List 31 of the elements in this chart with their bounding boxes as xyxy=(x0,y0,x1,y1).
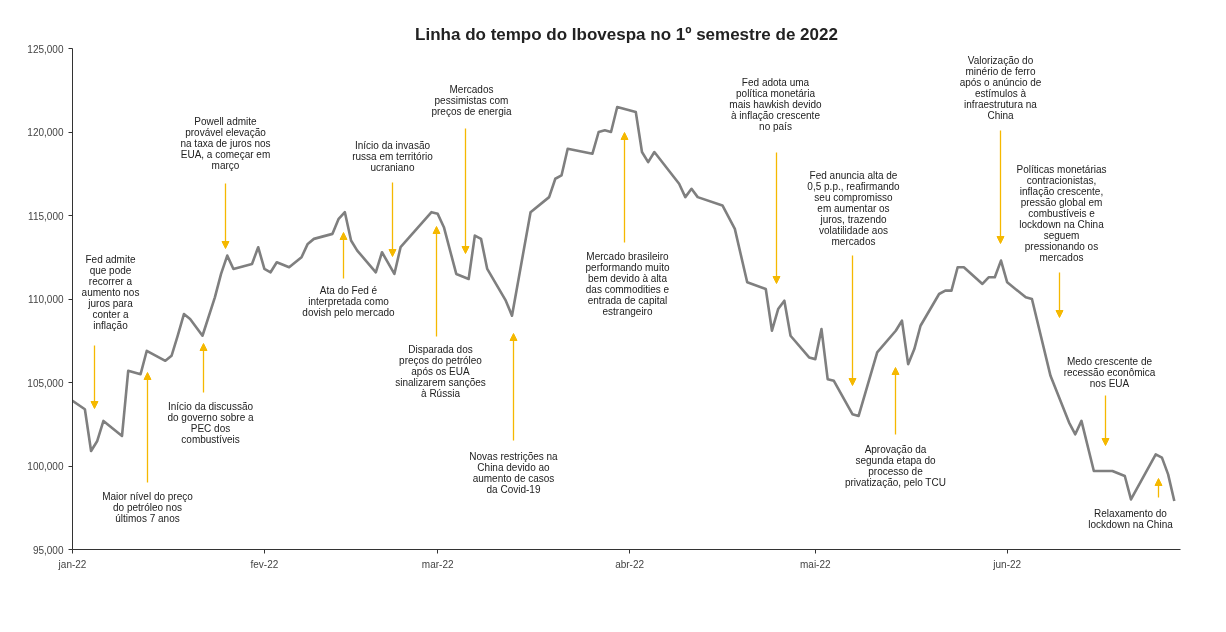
x-tick-label: jan-22 xyxy=(57,558,87,570)
annotation: Início da invasão russa em território ucraniano xyxy=(352,139,434,173)
text: Políticas monetárias contracionistas, inflação crescente, pressão global em combustíveis e lockdown na China seguem pressionando os mercados xyxy=(1016,163,1107,263)
y-tick-label: 105,000 xyxy=(27,377,64,389)
y-tick-label: 95,000 xyxy=(32,544,64,556)
annotation: Fed adota uma política monetária mais hawkish devido à inflação crescente no país xyxy=(729,76,823,132)
y-tick-label: 100,000 xyxy=(27,461,64,472)
annotation: Fed admite que pode recorrer a aumento nos juros para conter a inflação xyxy=(81,253,140,331)
y-tick-label: 110,000 xyxy=(28,294,64,305)
annotation: Mercado brasileiro performando muito bem devido à alta das commodities e entrada de capital estrangeiro xyxy=(585,250,670,317)
annotation: Disparada dos preços do petróleo após os EUA sinalizarem sanções à Rússia xyxy=(395,343,486,399)
annotation: Valorização do minério de ferro após o anúncio de estímulos à infraestrutura na China xyxy=(959,54,1042,121)
y-tick-label: 115,000 xyxy=(28,210,64,222)
annotation: Aprovação da segunda etapa do processo de privatização, pelo TCU xyxy=(844,443,946,488)
chart-title: Linha do tempo do Ibovespa no 1º semestre de 2022 xyxy=(415,24,838,44)
x-tick-label: mai-22 xyxy=(800,558,832,570)
y-tick-label: 120,000 xyxy=(27,127,64,138)
y-tick-label: 125,000 xyxy=(27,43,64,55)
x-tick-label: jun-22 xyxy=(992,558,1022,570)
annotation: Relaxamento do lockdown na China xyxy=(1088,507,1174,530)
annotation: Powell admite provável elevação na taxa de juros nos EUA, a começar em março xyxy=(180,115,271,171)
annotation: Início da discussão do governo sobre a PEC dos combustíveis xyxy=(167,400,255,445)
x-tick-label: abr-22 xyxy=(615,558,645,570)
annotation: Fed anuncia alta de 0,5 p.p., reafirmando seu compromisso em aumentar os juros, trazendo volatilidade aos mercados xyxy=(807,169,901,247)
x-tick-label: fev-22 xyxy=(250,558,279,570)
annotation: Novas restrições na China devido ao aumento de casos da Covid-19 xyxy=(469,450,559,495)
annotation: Ata do Fed é interpretada como dovish pelo mercado xyxy=(302,284,396,318)
annotation: Medo crescente de recessão econômica nos EUA xyxy=(1063,355,1156,389)
annotation: Mercados pessimistas com preços de energia xyxy=(431,83,512,117)
annotation: Maior nível do preço do petróleo nos últimos 7 anos xyxy=(102,490,194,524)
x-tick-label: mar-22 xyxy=(421,558,454,570)
